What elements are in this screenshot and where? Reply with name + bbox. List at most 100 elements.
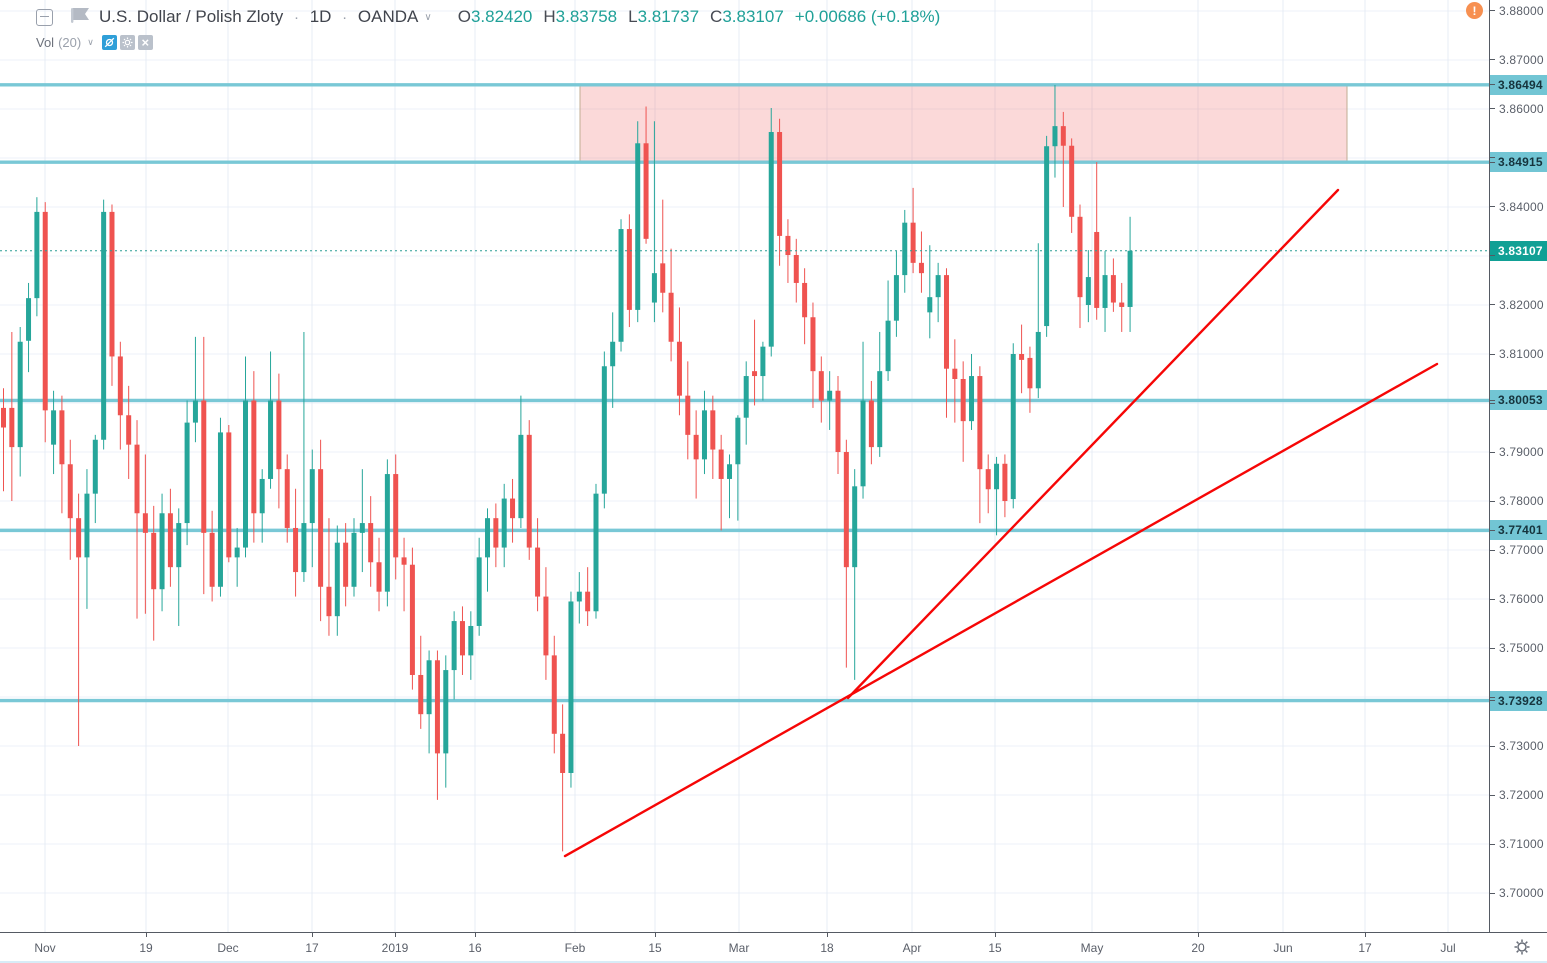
- candle[interactable]: [643, 106, 649, 244]
- candle[interactable]: [1077, 204, 1083, 329]
- candle[interactable]: [518, 395, 524, 528]
- candle[interactable]: [468, 611, 474, 680]
- remove-indicator-button[interactable]: ×: [137, 35, 153, 50]
- candle[interactable]: [117, 341, 123, 450]
- candle[interactable]: [34, 197, 40, 317]
- chevron-down-icon[interactable]: ∨: [87, 37, 94, 47]
- candle[interactable]: [843, 439, 849, 668]
- candle[interactable]: [126, 385, 132, 479]
- candle[interactable]: [176, 508, 182, 626]
- candle[interactable]: [768, 108, 774, 357]
- candle[interactable]: [1035, 243, 1041, 399]
- candle[interactable]: [560, 704, 566, 852]
- candle[interactable]: [343, 523, 349, 607]
- candle[interactable]: [735, 415, 741, 521]
- indicator-name[interactable]: Vol: [36, 35, 55, 50]
- candle[interactable]: [635, 121, 641, 323]
- candle[interactable]: [301, 331, 307, 582]
- candle[interactable]: [994, 456, 1000, 536]
- candle[interactable]: [626, 214, 632, 328]
- candle[interactable]: [401, 537, 407, 612]
- candle[interactable]: [668, 248, 674, 362]
- candle[interactable]: [159, 493, 165, 612]
- collapse-legend-icon[interactable]: [36, 8, 53, 26]
- candle[interactable]: [276, 373, 282, 509]
- candle[interactable]: [209, 510, 215, 602]
- candle[interactable]: [660, 199, 666, 313]
- candle[interactable]: [451, 611, 457, 700]
- candle[interactable]: [134, 420, 140, 619]
- candle[interactable]: [918, 231, 924, 293]
- candle[interactable]: [685, 361, 691, 460]
- candle[interactable]: [1060, 111, 1066, 207]
- candle[interactable]: [284, 454, 290, 543]
- candle[interactable]: [593, 483, 599, 619]
- candle[interactable]: [1085, 250, 1091, 323]
- candle[interactable]: [818, 356, 824, 423]
- candle[interactable]: [852, 469, 858, 680]
- candle[interactable]: [760, 341, 766, 401]
- chevron-down-icon[interactable]: ∨: [424, 11, 432, 23]
- candle[interactable]: [1127, 216, 1133, 332]
- candle[interactable]: [92, 434, 98, 524]
- indicator-settings-button[interactable]: [119, 35, 135, 50]
- candle[interactable]: [910, 187, 916, 274]
- candle[interactable]: [184, 400, 190, 546]
- candle[interactable]: [952, 339, 958, 423]
- candle[interactable]: [476, 537, 482, 636]
- candle[interactable]: [151, 505, 157, 641]
- candle[interactable]: [743, 361, 749, 445]
- hide-indicator-button[interactable]: [101, 35, 117, 50]
- trendline[interactable]: [563, 362, 1439, 858]
- candle[interactable]: [601, 351, 607, 509]
- candle[interactable]: [576, 572, 582, 624]
- candle[interactable]: [752, 319, 758, 406]
- candle[interactable]: [868, 380, 874, 465]
- candle[interactable]: [877, 331, 883, 457]
- axis-settings-gear-icon[interactable]: [1513, 938, 1531, 961]
- candle[interactable]: [1002, 454, 1008, 518]
- candle[interactable]: [1110, 258, 1116, 312]
- supply-zone-rectangle[interactable]: [579, 84, 1348, 163]
- candle[interactable]: [793, 238, 799, 303]
- candle[interactable]: [318, 439, 324, 622]
- candle[interactable]: [201, 336, 207, 595]
- candle[interactable]: [1102, 251, 1108, 332]
- candle[interactable]: [409, 547, 415, 690]
- candle[interactable]: [243, 356, 249, 558]
- candle[interactable]: [393, 454, 399, 580]
- candle[interactable]: [610, 312, 616, 408]
- candle[interactable]: [459, 606, 465, 675]
- candle[interactable]: [510, 478, 516, 543]
- candle[interactable]: [1044, 135, 1050, 337]
- candle[interactable]: [443, 655, 449, 788]
- candle[interactable]: [109, 204, 115, 386]
- candle[interactable]: [101, 199, 107, 450]
- candle[interactable]: [526, 420, 532, 560]
- candle[interactable]: [351, 518, 357, 597]
- candle[interactable]: [718, 434, 724, 531]
- candle[interactable]: [701, 390, 707, 475]
- candle[interactable]: [618, 219, 624, 352]
- candle[interactable]: [568, 591, 574, 788]
- candle[interactable]: [485, 508, 491, 592]
- candle[interactable]: [543, 567, 549, 680]
- trendline[interactable]: [846, 188, 1340, 700]
- flag-symbol-icon[interactable]: [69, 6, 91, 29]
- candle[interactable]: [42, 202, 48, 443]
- candle[interactable]: [192, 336, 198, 443]
- candle[interactable]: [1019, 324, 1025, 394]
- candle[interactable]: [259, 469, 265, 543]
- candle[interactable]: [835, 376, 841, 475]
- candle[interactable]: [935, 262, 941, 323]
- candle[interactable]: [676, 307, 682, 416]
- candle[interactable]: [1069, 138, 1075, 233]
- candle[interactable]: [1119, 282, 1125, 332]
- candle[interactable]: [76, 493, 82, 747]
- candle[interactable]: [17, 327, 23, 477]
- candle[interactable]: [1010, 343, 1016, 509]
- candle[interactable]: [977, 366, 983, 524]
- candle[interactable]: [1027, 346, 1033, 413]
- candle[interactable]: [293, 488, 299, 597]
- candle[interactable]: [802, 268, 808, 345]
